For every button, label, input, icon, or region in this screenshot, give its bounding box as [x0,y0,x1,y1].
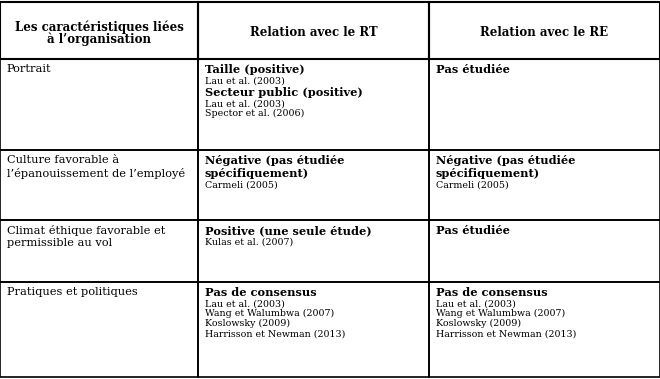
Text: Harrisson et Newman (2013): Harrisson et Newman (2013) [436,329,576,338]
Text: Kulas et al. (2007): Kulas et al. (2007) [205,238,293,247]
Text: Positive (une seule étude): Positive (une seule étude) [205,225,372,236]
Bar [0,220,198,282]
Bar [0,2,198,59]
Bar [0,59,198,150]
Text: Pas étudiée: Pas étudiée [436,64,510,75]
Text: Pas étudiée: Pas étudiée [436,225,510,236]
Bar [198,282,429,377]
Text: Wang et Walumbwa (2007): Wang et Walumbwa (2007) [205,309,334,318]
Text: Koslowsky (2009): Koslowsky (2009) [205,319,290,328]
Text: Taille (positive): Taille (positive) [205,64,304,75]
Bar [429,2,660,59]
Text: Négative (pas étudiée: Négative (pas étudiée [436,155,575,166]
Text: Lau et al. (2003): Lau et al. (2003) [205,99,284,108]
Text: Climat éthique favorable et: Climat éthique favorable et [7,225,165,236]
Bar [429,59,660,150]
Text: Pas de consensus: Pas de consensus [436,287,547,298]
Text: Wang et Walumbwa (2007): Wang et Walumbwa (2007) [436,309,565,318]
Bar [198,150,429,220]
Text: Carmeli (2005): Carmeli (2005) [436,180,508,189]
Text: Pratiques et politiques: Pratiques et politiques [7,287,137,297]
Text: spécifiquement): spécifiquement) [436,168,540,179]
Text: Lau et al. (2003): Lau et al. (2003) [205,299,284,308]
Text: spécifiquement): spécifiquement) [205,168,309,179]
Text: Culture favorable à: Culture favorable à [7,155,119,165]
Bar [0,150,198,220]
Bar [429,150,660,220]
Text: Lau et al. (2003): Lau et al. (2003) [205,77,284,86]
Text: Relation avec le RE: Relation avec le RE [480,26,609,39]
Bar [198,2,429,59]
Text: Harrisson et Newman (2013): Harrisson et Newman (2013) [205,329,345,338]
Bar [429,282,660,377]
Text: Spector et al. (2006): Spector et al. (2006) [205,109,304,118]
Text: Portrait: Portrait [7,64,51,74]
Text: à l’organisation: à l’organisation [47,32,151,46]
Text: permissible au vol: permissible au vol [7,238,112,247]
Bar [198,59,429,150]
Bar [429,220,660,282]
Text: Les caractéristiques liées: Les caractéristiques liées [15,20,183,33]
Text: Négative (pas étudiée: Négative (pas étudiée [205,155,344,166]
Text: Secteur public (positive): Secteur public (positive) [205,86,362,97]
Text: Lau et al. (2003): Lau et al. (2003) [436,299,515,308]
Text: Carmeli (2005): Carmeli (2005) [205,180,277,189]
Bar [0,282,198,377]
Bar [198,220,429,282]
Text: l’épanouissement de l’employé: l’épanouissement de l’employé [7,168,185,179]
Text: Koslowsky (2009): Koslowsky (2009) [436,319,521,328]
Text: Relation avec le RT: Relation avec le RT [249,26,378,39]
Text: Pas de consensus: Pas de consensus [205,287,316,298]
